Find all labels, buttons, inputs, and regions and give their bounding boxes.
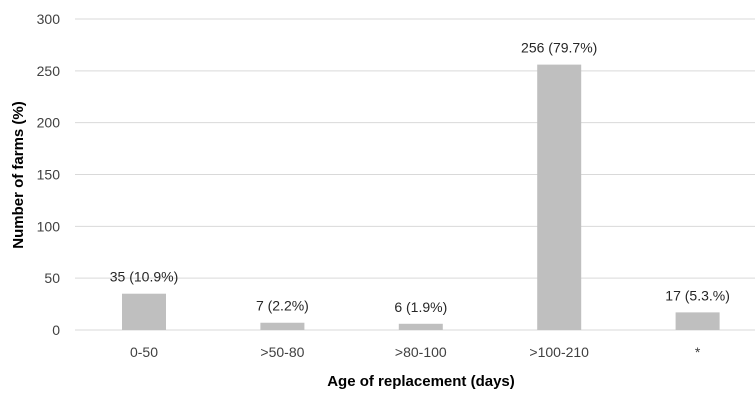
data-labels: 35 (10.9%) 7 (2.2%) 6 (1.9%) 256 (79.7%) 17 … [110, 40, 730, 315]
x-tick-label: >80-100 [395, 344, 447, 360]
y-tick-label: 50 [44, 270, 60, 286]
data-label: 17 (5.3.%) [665, 287, 730, 303]
y-axis-title: Number of farms (%) [10, 101, 27, 249]
y-tick-label: 200 [37, 115, 61, 131]
data-label: 35 (10.9%) [110, 269, 178, 285]
data-label: 256 (79.7%) [521, 40, 597, 56]
x-tick-label: >100-210 [529, 344, 589, 360]
bar [122, 293, 166, 330]
x-tick-label: * [695, 344, 701, 360]
y-tick-label: 300 [37, 11, 61, 27]
bars [122, 64, 720, 330]
bar [398, 323, 443, 330]
y-axis-ticks: 0 50 100 150 200 250 300 [37, 11, 61, 338]
x-axis-title: Age of replacement (days) [327, 373, 515, 390]
x-tick-label: 0-50 [130, 344, 158, 360]
bar [675, 312, 720, 330]
y-tick-label: 0 [52, 322, 60, 338]
bar [537, 64, 582, 330]
y-tick-label: 150 [37, 167, 61, 183]
x-axis-ticks: 0-50 >50-80 >80-100 >100-210 * [130, 344, 701, 360]
y-tick-label: 100 [37, 218, 61, 234]
x-tick-label: >50-80 [260, 344, 304, 360]
bar [260, 322, 305, 330]
data-label: 6 (1.9%) [394, 299, 447, 315]
data-label: 7 (2.2%) [256, 298, 309, 314]
gridlines [75, 18, 755, 331]
y-tick-label: 250 [37, 63, 61, 79]
